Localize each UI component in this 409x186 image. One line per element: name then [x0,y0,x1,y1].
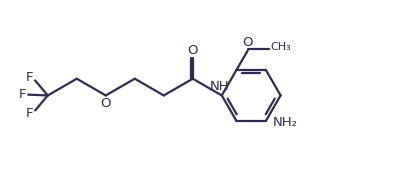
Text: O: O [187,44,198,57]
Text: NH: NH [209,80,229,93]
Text: CH₃: CH₃ [270,42,290,52]
Text: O: O [242,36,252,49]
Text: F: F [26,107,33,120]
Text: F: F [19,88,26,101]
Text: NH₂: NH₂ [272,116,297,129]
Text: F: F [26,71,33,84]
Text: O: O [100,97,111,110]
